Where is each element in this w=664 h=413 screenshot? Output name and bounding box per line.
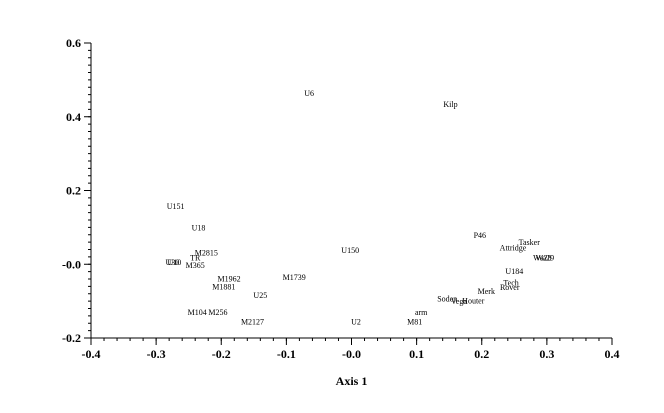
x-tick-label: -0.4 xyxy=(82,347,101,361)
point-label: Merk xyxy=(478,287,495,296)
point-label: Kilp xyxy=(443,100,457,109)
x-tick-label: 0.1 xyxy=(409,347,424,361)
y-ticks: -0.2 -0.0 0.2 0.4 0.6 xyxy=(62,36,91,345)
point-label: M81 xyxy=(407,317,422,326)
point-label: M104 xyxy=(188,308,207,317)
point-label: M2815 xyxy=(195,248,218,257)
y-tick-label: 0.6 xyxy=(66,36,81,50)
x-axis-title: Axis 1 xyxy=(336,374,368,388)
point-label: Soden xyxy=(437,295,457,304)
point-label: U2 xyxy=(351,317,361,326)
point-label: U25 xyxy=(253,291,267,300)
point-label: U151 xyxy=(167,202,185,211)
point-label: Attridge xyxy=(500,244,527,253)
point-label: M1739 xyxy=(283,273,306,282)
point-label: U184 xyxy=(505,267,523,276)
point-label: U18 xyxy=(192,223,206,232)
point-label: Houter xyxy=(462,296,485,305)
point-label: U10 xyxy=(167,258,181,267)
point-label: M1962 xyxy=(218,274,241,283)
x-tick-label: -0.0 xyxy=(342,347,361,361)
point-label: Vega xyxy=(451,297,467,306)
point-label: U150 xyxy=(341,246,359,255)
point-label: TR xyxy=(190,254,201,263)
x-tick-label: -0.3 xyxy=(147,347,166,361)
point-label: M2127 xyxy=(241,317,264,326)
axes xyxy=(90,43,612,339)
x-tick-label: 0.2 xyxy=(474,347,489,361)
x-tick-label: 0.3 xyxy=(539,347,554,361)
point-label: Wa29 xyxy=(536,254,554,263)
x-ticks: -0.4 -0.3 -0.2 -0.1 -0.0 0.1 0.2 0.3 0.4 xyxy=(82,338,620,361)
point-label: Rover xyxy=(500,283,520,292)
y-tick-label: 0.2 xyxy=(66,184,81,198)
point-label: U6 xyxy=(304,89,314,98)
point-label: Tasker xyxy=(519,238,541,247)
point-label: arm xyxy=(415,308,428,317)
y-tick-label: 0.4 xyxy=(66,110,81,124)
point-label: Tech xyxy=(503,279,518,288)
point-label: Wa28 xyxy=(533,254,551,263)
point-label: U30 xyxy=(166,258,180,267)
y-tick-label: -0.0 xyxy=(62,257,81,271)
y-tick-label: -0.2 xyxy=(62,331,81,345)
x-tick-label: -0.2 xyxy=(212,347,231,361)
point-label: M256 xyxy=(208,308,227,317)
point-label: P46 xyxy=(474,231,486,240)
x-tick-label: 0.4 xyxy=(605,347,620,361)
point-label: M1881 xyxy=(212,282,235,291)
point-label: M365 xyxy=(186,261,205,270)
x-tick-label: -0.1 xyxy=(277,347,296,361)
